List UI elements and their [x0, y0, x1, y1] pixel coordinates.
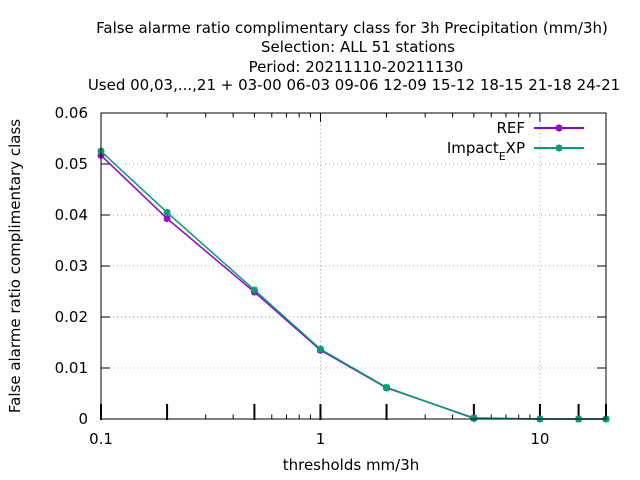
title-line-4: Used 00,03,...,21 + 03-00 06-03 09-06 12…: [88, 76, 620, 94]
series-layer: [97, 147, 610, 423]
legend: REF ImpactEXP: [447, 119, 584, 163]
x-tick-label: 1: [316, 430, 326, 448]
legend-entry-impact-exp: ImpactEXP: [447, 139, 584, 163]
y-tick-label: 0.04: [55, 206, 88, 224]
legend-point: [555, 144, 563, 152]
data-point: [383, 383, 391, 391]
legend-point: [555, 124, 563, 132]
data-point: [470, 414, 478, 422]
chart-title: False alarme ratio complimentary class f…: [88, 19, 620, 94]
legend-label-impact: Impact: [447, 139, 499, 157]
series-1: [97, 147, 610, 423]
x-tick-label: 0.1: [89, 430, 113, 448]
y-tick-label: 0: [78, 410, 88, 428]
data-point: [163, 208, 171, 216]
axis-ticks: [100, 112, 607, 420]
y-tick-label: 0.03: [55, 257, 88, 275]
series-line: [100, 154, 606, 420]
y-axis-label: False alarme ratio complimentary class: [6, 119, 24, 413]
data-point: [316, 345, 324, 353]
legend-marker-impact-exp: [555, 144, 563, 152]
x-axis-label: thresholds mm/3h: [283, 456, 420, 474]
legend-label-ref: REF: [496, 119, 525, 137]
y-tick-label: 0.02: [55, 308, 88, 326]
legend-entry-ref: REF: [496, 119, 584, 137]
legend-label-tail: XP: [506, 139, 525, 157]
grid-lines: [101, 113, 606, 419]
title-line-2: Selection: ALL 51 stations: [261, 38, 455, 56]
legend-label-impact-exp: ImpactEXP: [447, 139, 525, 163]
legend-marker-ref: [555, 124, 563, 132]
plot-frame: [100, 112, 607, 420]
y-tick-label: 0.06: [55, 104, 88, 122]
y-tick-label: 0.05: [55, 155, 88, 173]
series-0: [97, 151, 610, 423]
title-line-1: False alarme ratio complimentary class f…: [96, 19, 608, 37]
x-tick-label: 10: [530, 430, 549, 448]
tick-labels: 0 0.01 0.02 0.03 0.04 0.05 0.06 0.1 1 10: [55, 104, 550, 448]
y-tick-label: 0.01: [55, 359, 88, 377]
series-line: [100, 150, 606, 420]
title-line-3: Period: 20211110-20211130: [249, 58, 464, 76]
data-point: [163, 215, 171, 223]
data-point: [250, 286, 258, 294]
legend-label-subscript: E: [499, 150, 506, 163]
